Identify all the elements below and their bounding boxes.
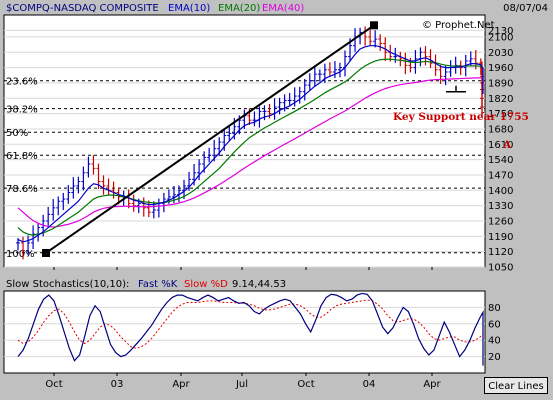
price-tick-label: 1260 (488, 216, 513, 227)
fib-label: 50% (6, 128, 28, 139)
watermark: © Prophet.Net (422, 20, 495, 31)
stoch-tick-label: 20 (488, 352, 501, 363)
legend-ema40: EMA(40) (262, 3, 304, 14)
price-tick-label: 2100 (488, 32, 513, 43)
trendline (42, 21, 378, 257)
price-tick-label: 1330 (488, 201, 513, 212)
fib-label: 78.6% (6, 184, 38, 195)
time-tick-label: Jul (235, 379, 248, 390)
time-axis: Oct 03 Apr Jul Oct 04 Apr (45, 267, 442, 390)
stoch-tick-label: 60 (488, 319, 501, 330)
time-tick-label: Apr (423, 379, 441, 390)
price-tick-label: 1540 (488, 155, 513, 166)
fib-label: 23.6% (6, 77, 38, 88)
price-panel (3, 14, 486, 268)
stoch-values: 9.14,44.53 (232, 279, 286, 290)
fib-label: 38.2% (6, 105, 38, 116)
support-marker (446, 85, 466, 93)
price-tick-label: 2030 (488, 48, 513, 59)
price-tick-label: 1400 (488, 186, 513, 197)
price-tick-label: 2130 (488, 26, 513, 37)
legend-slow-d: Slow %D (184, 279, 228, 290)
legend-ema20: EMA(20) (218, 3, 260, 14)
ema20-line (17, 58, 484, 236)
stoch-tick-label: 80 (488, 303, 501, 314)
time-tick-label: Oct (45, 379, 62, 390)
chart-date: 08/07/04 (503, 3, 548, 14)
fibonacci-levels: 23.6% 38.2% 50% 61.8% 78.6% 100% (4, 77, 485, 260)
clear-lines-button[interactable]: Clear Lines (484, 377, 548, 394)
price-tick-label: 1820 (488, 94, 513, 105)
stoch-lines (17, 292, 484, 366)
annotation-point-a: A (502, 139, 512, 151)
ema-lines (17, 45, 484, 243)
trendline-start-handle[interactable] (42, 248, 50, 257)
price-tick-label: 1960 (488, 63, 513, 74)
stoch-panel (3, 290, 486, 374)
ema10-line (17, 45, 484, 243)
annotation-key-support: Key Support near 1755 (393, 111, 529, 123)
fib-label: 61.8% (6, 151, 38, 162)
price-tick-label: 1470 (488, 170, 513, 181)
price-tick-label: 1190 (488, 232, 513, 243)
time-tick-label: Oct (297, 379, 314, 390)
price-tick-label: 1890 (488, 78, 513, 89)
fast-k-line (17, 292, 484, 366)
legend-ema10: EMA(10) (168, 3, 210, 14)
chart-title: $COMPQ-NASDAQ COMPOSITE (6, 3, 159, 14)
trendline-segment (45, 24, 375, 254)
trendline-end-handle[interactable] (370, 21, 378, 30)
ema40-line (17, 77, 484, 228)
price-grid (4, 29, 485, 268)
price-tick-label: 1610 (488, 140, 513, 151)
slow-d-line (17, 299, 484, 349)
time-tick-label: Apr (172, 379, 190, 390)
price-tick-label: 1680 (488, 124, 513, 135)
stoch-tick-label: 40 (488, 336, 501, 347)
price-tick-label: 1050 (488, 263, 513, 274)
price-bars (16, 26, 484, 260)
time-tick-label: 03 (111, 379, 124, 390)
stoch-title: Slow Stochastics(10,10): (6, 279, 129, 290)
price-tick-label: 1120 (488, 247, 513, 258)
time-tick-label: 04 (363, 379, 376, 390)
fib-label: 100% (6, 249, 35, 260)
legend-fast-k: Fast %K (138, 279, 178, 290)
price-tick-label: 1750 (488, 109, 513, 120)
stoch-axis: 80 60 40 20 (488, 303, 501, 363)
